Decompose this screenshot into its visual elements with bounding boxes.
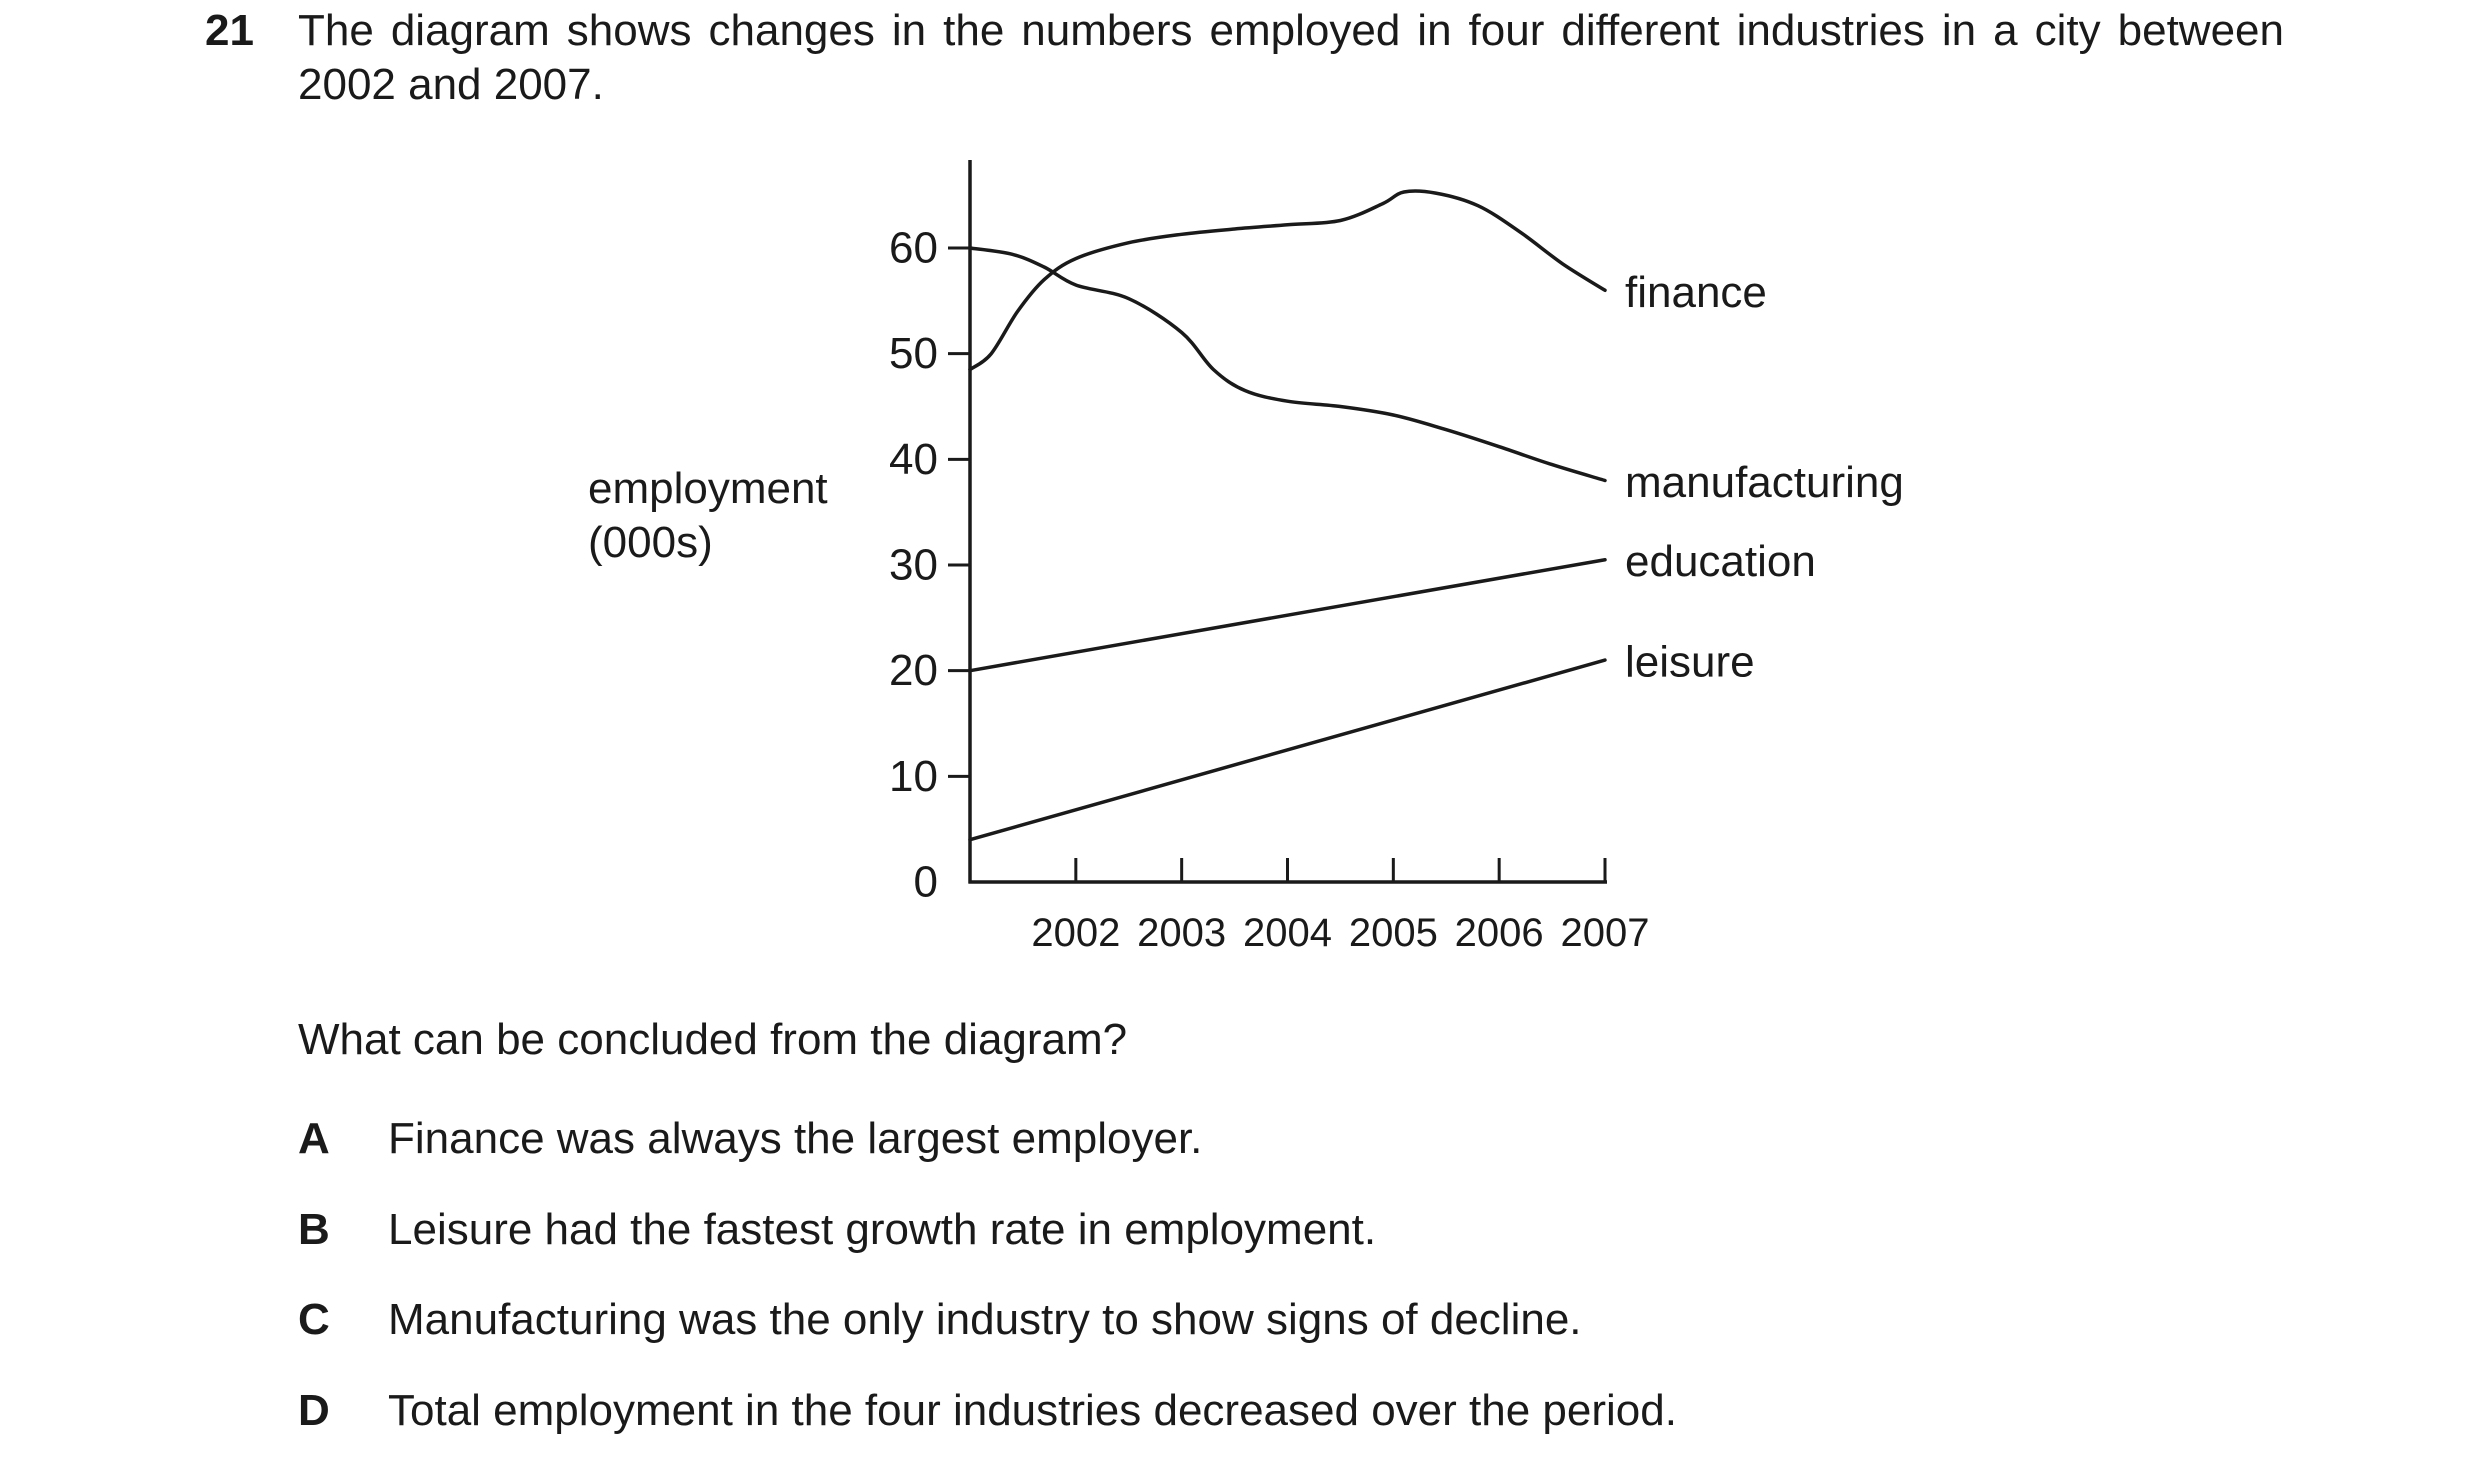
- y-tick-label: 50: [889, 329, 938, 378]
- series-line-education: [968, 557, 1607, 673]
- employment-line-chart: 0 10 20 30 40 50 60 2002 2003 2004 2005 2006 2007 emp…: [588, 160, 1904, 955]
- option-letter: C: [298, 1295, 330, 1344]
- option-text: Total employment in the four industries …: [388, 1386, 1677, 1435]
- y-tick-label: 20: [889, 646, 938, 695]
- series-label-education: education: [1625, 537, 1816, 586]
- y-tick-label: 30: [889, 541, 938, 590]
- option-text: Manufacturing was the only industry to s…: [388, 1295, 1582, 1344]
- x-tick-label: 2007: [1561, 911, 1650, 955]
- y-tick-label: 0: [914, 858, 938, 907]
- series-line-manufacturing: [968, 246, 1607, 483]
- y-tick-label: 40: [889, 435, 938, 484]
- x-tick-label: 2006: [1455, 911, 1544, 955]
- option-text: Finance was always the largest employer.: [388, 1114, 1203, 1163]
- series-label-leisure: leisure: [1625, 638, 1755, 687]
- x-tick-label: 2003: [1137, 911, 1226, 955]
- series-line-finance: [968, 189, 1607, 372]
- question-number: 21: [205, 6, 254, 55]
- x-tick-label: 2004: [1243, 911, 1332, 955]
- x-tick-label: 2005: [1349, 911, 1438, 955]
- option-letter: D: [298, 1386, 330, 1435]
- question-stem: The diagram shows changes in the numbers…: [298, 6, 2284, 109]
- y-tick-label: 10: [889, 752, 938, 801]
- series-line-leisure: [968, 658, 1607, 842]
- question-prompt: What can be concluded from the diagram?: [298, 1015, 1128, 1064]
- x-tick-label: 2002: [1031, 911, 1120, 955]
- y-tick-label: 60: [889, 224, 938, 273]
- option-letter: B: [298, 1205, 330, 1254]
- series-label-finance: finance: [1625, 268, 1767, 317]
- option-text: Leisure had the fastest growth rate in e…: [388, 1205, 1377, 1254]
- y-axis-label: employment (000s): [588, 464, 828, 567]
- series-label-manufacturing: manufacturing: [1625, 458, 1904, 507]
- option-letter: A: [298, 1114, 330, 1163]
